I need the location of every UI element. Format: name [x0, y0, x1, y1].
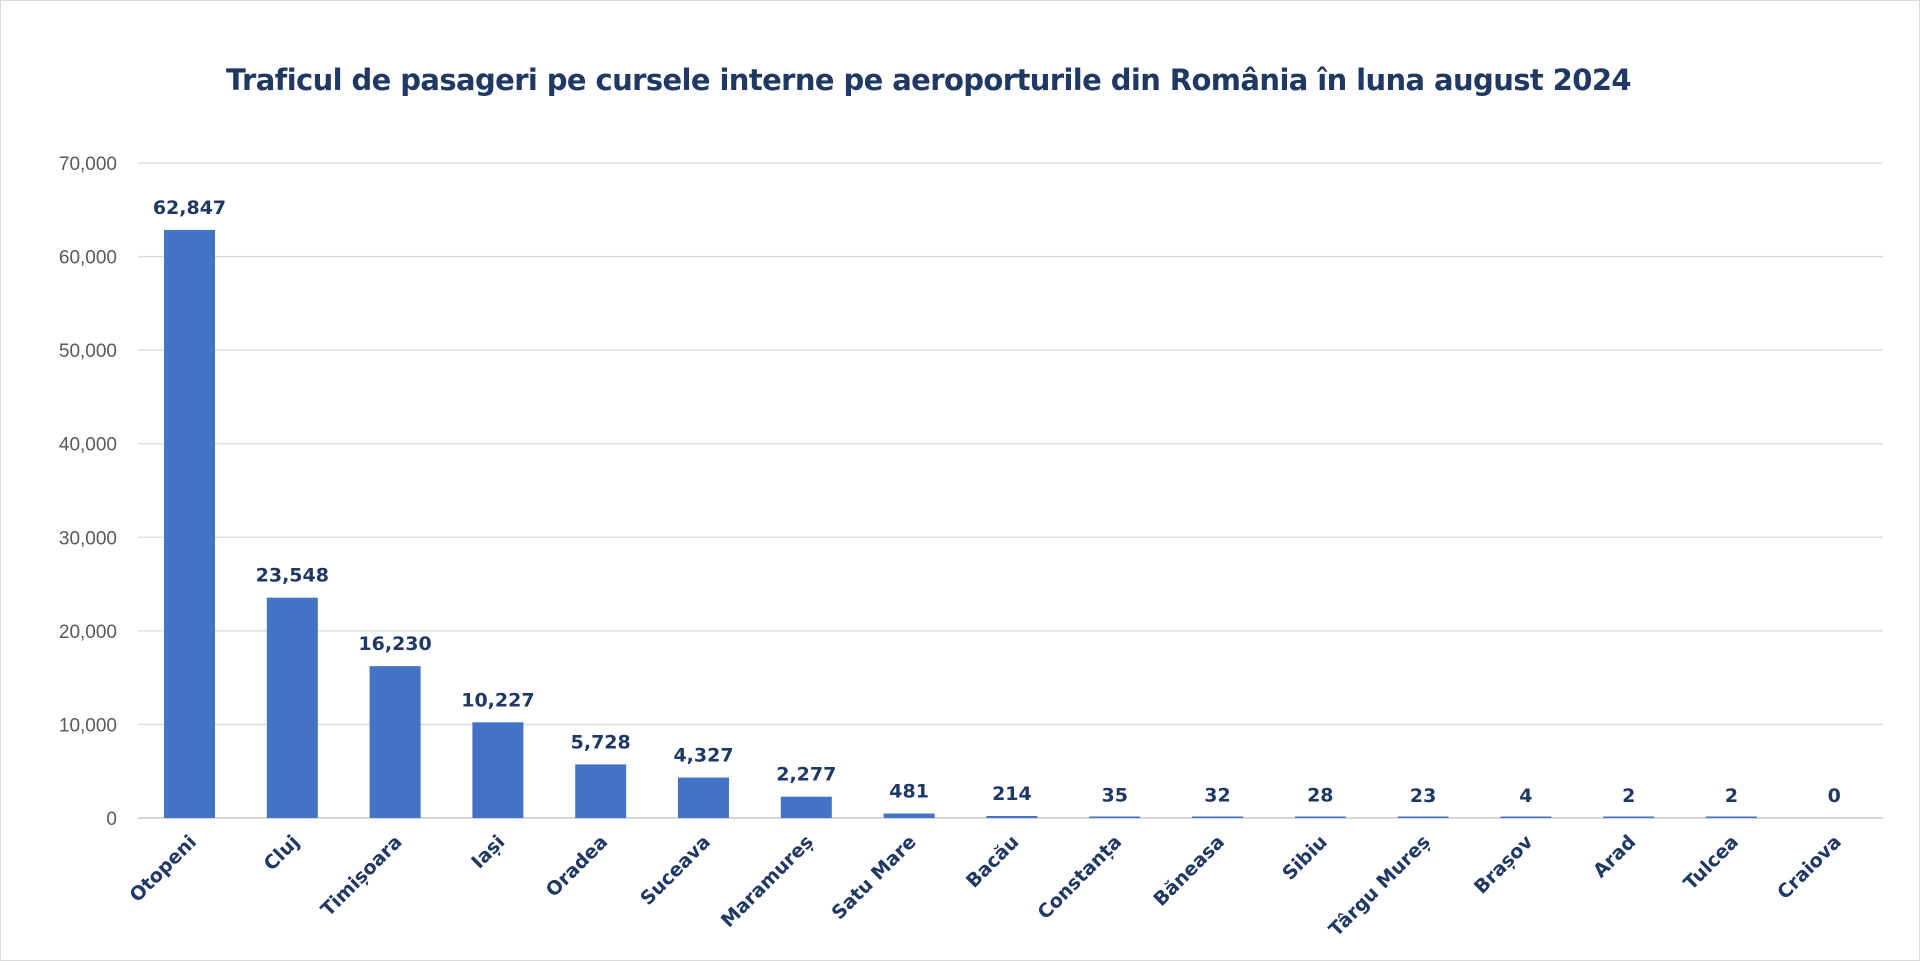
x-tick-label: Arad [1589, 831, 1640, 882]
x-tick-label: Sibiu [1278, 831, 1332, 885]
bar [883, 813, 935, 818]
bar [986, 815, 1038, 818]
chart-title: Traficul de pasageri pe cursele interne … [226, 63, 1632, 97]
x-tick-label: Craiova [1773, 831, 1846, 904]
x-tick-label: Tulcea [1679, 831, 1743, 895]
y-axis: 0 10,000 20,000 30,000 40,000 50,000 60,000 70,… [59, 154, 117, 830]
x-tick-label: Satu Mare [827, 831, 920, 924]
bar [1603, 816, 1655, 818]
data-label: 23,548 [256, 565, 329, 587]
bar [1706, 816, 1757, 818]
data-label: 5,728 [571, 731, 631, 753]
x-axis: Otopeni Cluj Timișoara Iași Oradea Suceava Mar… [125, 831, 1845, 941]
x-tick-label: Târgu Mureș [1325, 831, 1435, 941]
data-label: 16,230 [358, 633, 431, 655]
x-tick-label: Băneasa [1149, 831, 1229, 911]
data-label: 62,847 [153, 197, 226, 219]
x-tick-label: Oradea [542, 831, 612, 901]
data-label: 0 [1828, 785, 1841, 807]
y-tick-label: 10,000 [59, 715, 117, 736]
bar [678, 777, 729, 818]
data-label: 2 [1725, 785, 1738, 807]
x-tick-label: Brașov [1470, 831, 1538, 899]
x-tick-label: Maramureș [717, 831, 818, 932]
bar [575, 764, 627, 818]
data-label: 481 [889, 780, 929, 802]
data-label: 214 [992, 783, 1032, 805]
bar [1397, 816, 1449, 818]
data-label: 23 [1410, 785, 1436, 807]
x-tick-label: Cluj [260, 831, 304, 875]
bar [164, 229, 215, 818]
y-tick-label: 40,000 [59, 435, 117, 456]
data-label: 28 [1307, 785, 1333, 807]
bar [1089, 816, 1141, 818]
data-label: 35 [1101, 785, 1127, 807]
bar [780, 796, 832, 818]
data-label: 2,277 [776, 764, 836, 786]
x-tick-label: Otopeni [125, 831, 201, 907]
y-tick-label: 70,000 [59, 154, 117, 175]
y-tick-label: 30,000 [59, 528, 117, 549]
data-label: 32 [1204, 785, 1230, 807]
y-tick-label: 50,000 [59, 341, 117, 362]
y-tick-label: 60,000 [59, 248, 117, 269]
data-labels: 62,847 23,548 16,230 10,227 5,728 4,327 2,277 4… [153, 197, 1841, 807]
bar [266, 597, 318, 818]
y-tick-label: 0 [106, 809, 117, 830]
bar [1294, 816, 1346, 818]
bar [369, 666, 421, 818]
x-tick-label: Timișoara [317, 831, 407, 921]
bar [472, 722, 524, 818]
y-tick-label: 20,000 [59, 622, 117, 643]
bar [1192, 816, 1243, 818]
gridlines [138, 162, 1883, 819]
bars [164, 229, 1757, 818]
x-tick-label: Iași [467, 831, 509, 873]
data-label: 2 [1622, 785, 1635, 807]
data-label: 4,327 [673, 745, 733, 767]
x-tick-label: Constanța [1033, 831, 1126, 924]
bar [1500, 816, 1552, 818]
data-label: 10,227 [461, 689, 534, 711]
x-tick-label: Bacău [962, 831, 1023, 892]
data-label: 4 [1519, 785, 1532, 807]
x-tick-label: Suceava [636, 831, 715, 910]
